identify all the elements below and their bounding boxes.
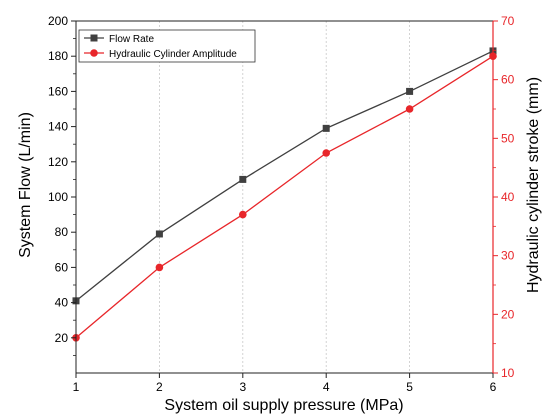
y-left-tick-label-140: 140 (48, 120, 68, 134)
x-tick-label-5: 5 (406, 380, 413, 394)
y-right-tick-label-60: 60 (501, 73, 515, 87)
data-point-cylinder-amplitude (155, 263, 164, 272)
y-right-tick-label-30: 30 (501, 249, 515, 263)
series-line-flow-rate (75, 50, 494, 302)
y-left-tick-label-120: 120 (48, 155, 68, 169)
y-left-tick-label-180: 180 (48, 49, 68, 63)
y-left-tick-label-20: 20 (55, 331, 69, 345)
data-point-flow-rate (322, 124, 330, 132)
tick-labels: 1 2 3 4 5 6 20 40 60 80 100 120 140 160 180 200 10 20 30 40… (48, 14, 515, 394)
data-point-flow-rate (239, 175, 247, 183)
y-left-tick-label-80: 80 (55, 225, 69, 239)
x-tick-label-6: 6 (490, 380, 497, 394)
x-tick-label-2: 2 (156, 380, 163, 394)
data-point-cylinder-amplitude (322, 149, 331, 157)
grid-lines (158, 21, 411, 373)
axes (71, 20, 498, 378)
series-layer (72, 47, 497, 342)
legend-marker-cylinder-amplitude (90, 49, 98, 57)
x-tick-label-4: 4 (323, 380, 330, 394)
y-left-tick-label-200: 200 (48, 14, 68, 28)
y-left-tick-label-160: 160 (48, 84, 68, 98)
data-point-flow-rate (155, 230, 163, 238)
y-left-tick-label-40: 40 (55, 296, 69, 310)
data-point-cylinder-amplitude (405, 105, 414, 113)
x-tick-label-1: 1 (73, 380, 80, 394)
y-right-tick-label-40: 40 (501, 190, 515, 204)
x-axis-label: System oil supply pressure (MPa) (164, 397, 403, 414)
legend-label-flow-rate: Flow Rate (109, 34, 154, 45)
y-left-tick-label-60: 60 (55, 260, 69, 274)
legend-marker-flow-rate (90, 34, 98, 42)
data-point-cylinder-amplitude (239, 210, 247, 219)
y-right-tick-label-70: 70 (501, 14, 515, 28)
y-right-tick-label-10: 10 (501, 366, 515, 380)
data-point-flow-rate (406, 87, 414, 95)
legend-box (78, 29, 256, 63)
series-line-cylinder-amplitude (75, 55, 494, 339)
y-right-tick-label-50: 50 (501, 131, 515, 145)
legend: Flow Rate Hydraulic Cylinder Amplitude (78, 29, 256, 63)
y-axis-right-label: Hydraulic cylinder stroke (mm) (525, 77, 542, 293)
legend-label-cylinder-amplitude: Hydraulic Cylinder Amplitude (109, 49, 237, 60)
y-left-tick-label-100: 100 (48, 190, 68, 204)
x-tick-label-3: 3 (239, 380, 246, 394)
y-axis-left-label: System Flow (L/min) (17, 112, 34, 258)
y-right-tick-label-20: 20 (501, 307, 515, 321)
